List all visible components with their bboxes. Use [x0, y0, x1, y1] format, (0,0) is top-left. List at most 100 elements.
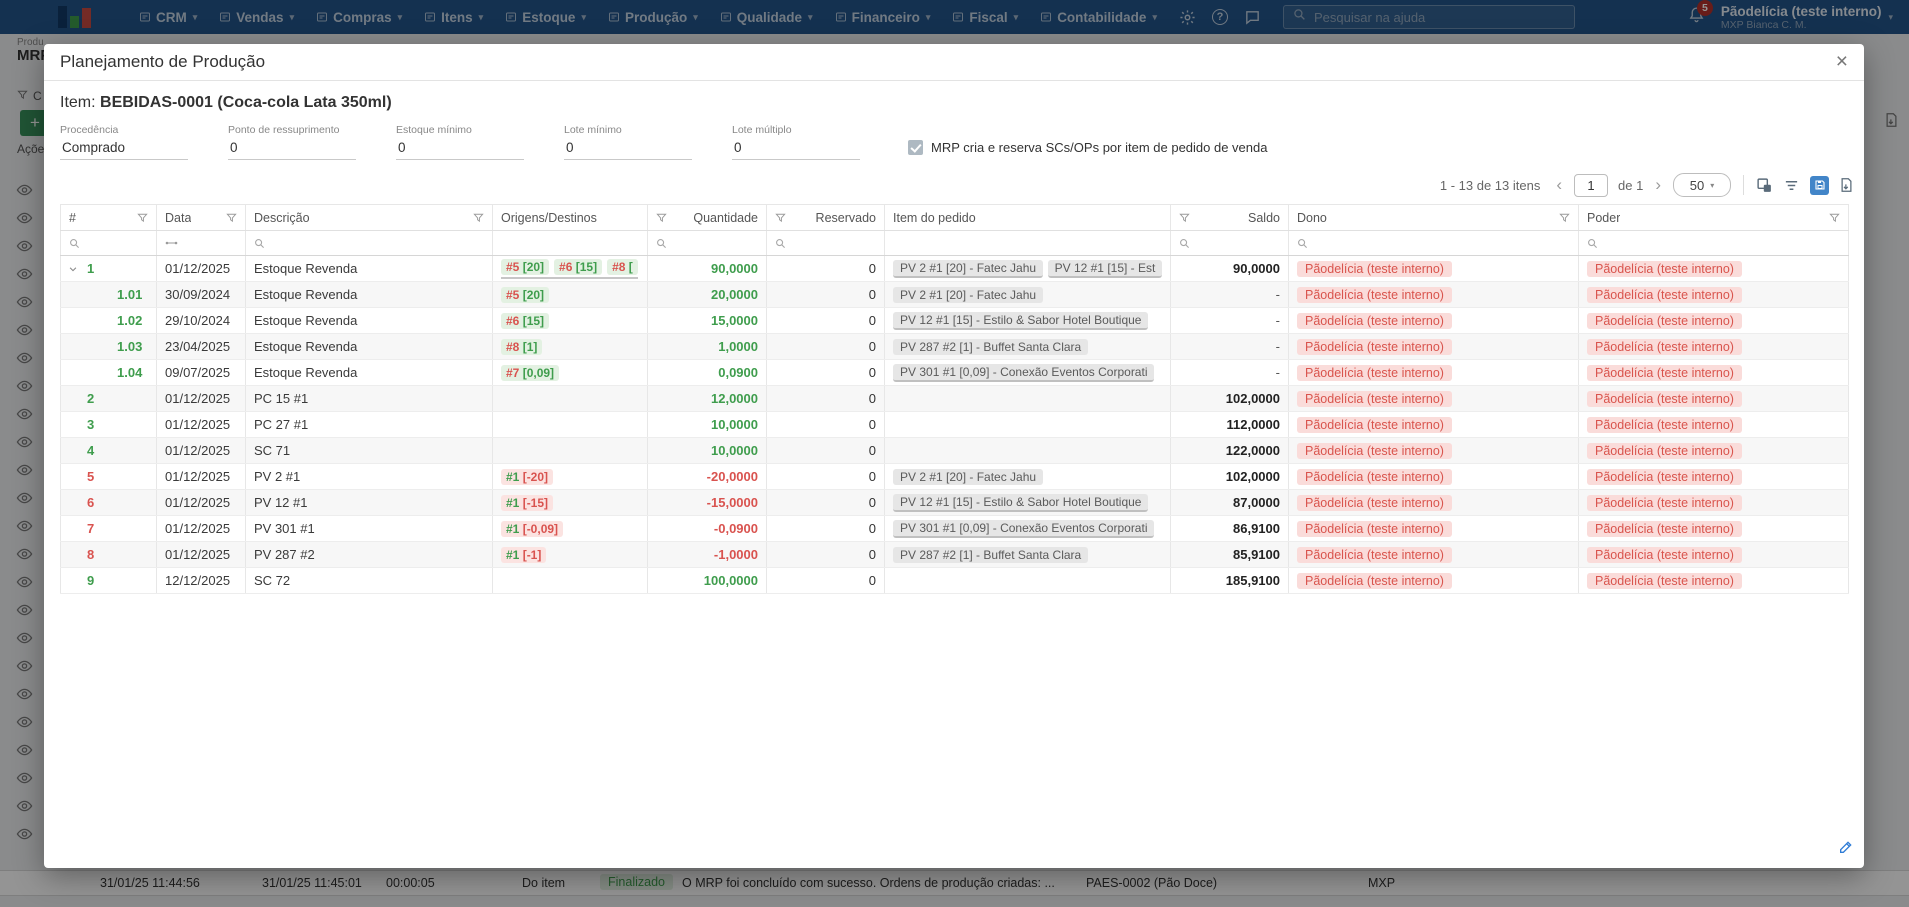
grid-row[interactable]: 9 12/12/2025 SC 72 100,0000 0 185,9100 Pãodelí… [60, 567, 1849, 594]
col-header--[interactable]: # [60, 204, 157, 231]
side-panel-icon[interactable] [1884, 112, 1899, 133]
app-logo-icon[interactable] [58, 6, 91, 28]
filter-cell-quantidade[interactable] [647, 230, 767, 256]
close-icon[interactable]: × [1835, 50, 1848, 73]
tenant-chip[interactable]: Pãodelícia (teste interno) [1587, 338, 1742, 355]
order-item-chip[interactable]: PV 2 #1 [20] - Fatec Jahu [893, 286, 1044, 303]
eye-icon[interactable] [16, 520, 33, 532]
origin-chip[interactable]: #5 [20] [501, 258, 550, 275]
eye-icon[interactable] [16, 184, 33, 196]
funnel-icon[interactable] [226, 212, 237, 223]
eye-icon[interactable] [16, 464, 33, 476]
filter-cell-poder[interactable] [1578, 230, 1849, 256]
tenant-chip[interactable]: Pãodelícia (teste interno) [1297, 390, 1452, 407]
eye-icon[interactable] [16, 324, 33, 336]
filter-cell-data[interactable] [156, 230, 246, 256]
origin-chip[interactable]: #8 [1] [501, 338, 543, 355]
gear-icon[interactable] [1179, 9, 1196, 26]
chat-icon[interactable] [1244, 9, 1261, 26]
eye-icon[interactable] [16, 296, 33, 308]
field-value[interactable]: 0 [732, 138, 860, 160]
origin-chip[interactable]: #6 [15] [554, 258, 603, 275]
eye-icon[interactable] [16, 436, 33, 448]
menu-qualidade[interactable]: Qualidade ▾ [720, 10, 813, 25]
tenant-chip[interactable]: Pãodelícia (teste interno) [1587, 312, 1742, 329]
funnel-icon[interactable] [473, 212, 484, 223]
grid-row[interactable]: 1 01/12/2025 Estoque Revenda #5 [20] #6 [15]… [60, 255, 1849, 282]
menu-fiscal[interactable]: Fiscal ▾ [952, 10, 1018, 25]
grid-row[interactable]: 1.01 30/09/2024 Estoque Revenda #5 [20] 20,0… [60, 281, 1849, 308]
collapse-row-icon[interactable] [68, 264, 78, 274]
tenant-chip[interactable]: Pãodelícia (teste interno) [1297, 312, 1452, 329]
eye-icon[interactable] [16, 576, 33, 588]
tenant-chip[interactable]: Pãodelícia (teste interno) [1587, 286, 1742, 303]
menu-itens[interactable]: Itens ▾ [424, 10, 483, 25]
tenant-chip[interactable]: Pãodelícia (teste interno) [1587, 390, 1742, 407]
order-item-chip[interactable]: PV 12 #1 [15] - Est [1047, 259, 1162, 278]
tenant-chip[interactable]: Pãodelícia (teste interno) [1297, 286, 1452, 303]
grid-row[interactable]: 5 01/12/2025 PV 2 #1 #1 [-20] -20,0000 0 PV 2 … [60, 463, 1849, 490]
grid-row[interactable]: 1.03 23/04/2025 Estoque Revenda #8 [1] 1,000… [60, 333, 1849, 360]
origin-chip[interactable]: #1 [-0,09] [501, 520, 564, 537]
eye-icon[interactable] [16, 352, 33, 364]
menu-vendas[interactable]: Vendas ▾ [219, 10, 294, 25]
origin-chip[interactable]: #1 [-15] [501, 494, 554, 511]
edit-pencil-icon[interactable] [1838, 839, 1854, 860]
eye-icon[interactable] [16, 828, 33, 840]
eye-icon[interactable] [16, 632, 33, 644]
grid-row[interactable]: 6 01/12/2025 PV 12 #1 #1 [-15] -15,0000 0 PV 1… [60, 489, 1849, 516]
origin-chip[interactable]: #6 [15] [501, 312, 550, 329]
order-item-chip[interactable]: PV 12 #1 [15] - Estilo & Sabor Hotel Bou… [893, 311, 1149, 330]
filter-cell-dono[interactable] [1288, 230, 1579, 256]
eye-icon[interactable] [16, 744, 33, 756]
help-search-input[interactable] [1313, 9, 1565, 25]
mrp-log-row[interactable]: 31/01/25 11:44:56 31/01/25 11:45:01 00:0… [0, 870, 1909, 896]
origin-chip[interactable]: #8 [ [607, 258, 638, 275]
eye-icon[interactable] [16, 548, 33, 560]
grid-row[interactable]: 1.02 29/10/2024 Estoque Revenda #6 [15] 15,0… [60, 307, 1849, 334]
tenant-chip[interactable]: Pãodelícia (teste interno) [1587, 546, 1742, 563]
col-header-descricao[interactable]: Descrição [245, 204, 493, 231]
order-item-chip[interactable]: PV 301 #1 [0,09] - Conexão Eventos Corpo… [893, 519, 1155, 538]
tenant-chip[interactable]: Pãodelícia (teste interno) [1587, 260, 1742, 277]
menu-contabilidade[interactable]: Contabilidade ▾ [1040, 10, 1157, 25]
menu-compras[interactable]: Compras ▾ [316, 10, 402, 25]
col-header-quantidade[interactable]: Quantidade [647, 204, 767, 231]
grid-row[interactable]: 1.04 09/07/2025 Estoque Revenda #7 [0,09] 0,… [60, 359, 1849, 386]
order-item-chip[interactable]: PV 301 #1 [0,09] - Conexão Eventos Corpo… [893, 363, 1155, 382]
tenant-chip[interactable]: Pãodelícia (teste interno) [1297, 260, 1452, 277]
grid-row[interactable]: 3 01/12/2025 PC 27 #1 10,0000 0 112,0000 Pãode… [60, 411, 1849, 438]
eye-icon[interactable] [16, 380, 33, 392]
order-item-chip[interactable]: PV 2 #1 [20] - Fatec Jahu [893, 468, 1044, 485]
user-menu[interactable]: Pãodelícia (teste interno) MXP Bianca C.… [1721, 4, 1893, 31]
filter-cell-saldo[interactable] [1170, 230, 1289, 256]
tenant-chip[interactable]: Pãodelícia (teste interno) [1297, 494, 1452, 511]
tenant-chip[interactable]: Pãodelícia (teste interno) [1297, 520, 1452, 537]
col-header-reservado[interactable]: Reservado [766, 204, 885, 231]
tenant-chip[interactable]: Pãodelícia (teste interno) [1297, 442, 1452, 459]
field-value[interactable]: 0 [228, 138, 356, 160]
funnel-icon[interactable] [1179, 212, 1190, 223]
field-value[interactable]: Comprado [60, 138, 188, 160]
next-page-icon[interactable]: › [1655, 175, 1661, 194]
eye-icon[interactable] [16, 716, 33, 728]
origin-chip[interactable]: #7 [0,09] [501, 364, 560, 381]
eye-icon[interactable] [16, 240, 33, 252]
notifications-button[interactable]: 5 [1688, 0, 1713, 28]
eye-icon[interactable] [16, 660, 33, 672]
col-header-origens-destinos[interactable]: Origens/Destinos [492, 204, 648, 231]
tenant-chip[interactable]: Pãodelícia (teste interno) [1587, 520, 1742, 537]
grid-row[interactable]: 8 01/12/2025 PV 287 #2 #1 [-1] -1,0000 0 PV 28… [60, 541, 1849, 568]
save-layout-icon[interactable] [1810, 175, 1829, 195]
menu-producao[interactable]: Produção ▾ [608, 10, 698, 25]
order-item-chip[interactable]: PV 2 #1 [20] - Fatec Jahu [893, 259, 1043, 278]
prev-page-icon[interactable]: ‹ [1556, 175, 1563, 194]
menu-crm[interactable]: CRM ▾ [139, 10, 197, 25]
field-value[interactable]: 0 [396, 138, 524, 160]
origin-chip[interactable]: #1 [-1] [501, 546, 547, 563]
eye-icon[interactable] [16, 268, 33, 280]
eye-icon[interactable] [16, 212, 33, 224]
help-icon[interactable]: ? [1211, 9, 1228, 25]
grid-row[interactable]: 4 01/12/2025 SC 71 10,0000 0 122,0000 Pãodelíc… [60, 437, 1849, 464]
order-item-chip[interactable]: PV 12 #1 [15] - Estilo & Sabor Hotel Bou… [893, 493, 1149, 512]
